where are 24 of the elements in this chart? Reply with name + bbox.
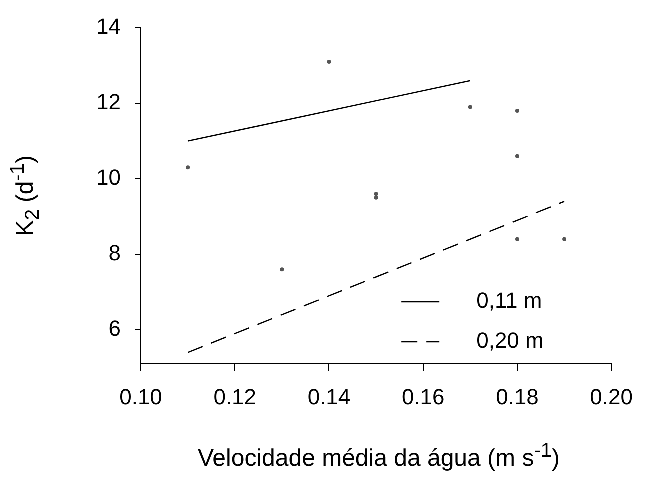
point: [468, 105, 472, 110]
point: [374, 192, 378, 196]
legend-label: 0,11 m: [476, 288, 542, 314]
point: [515, 154, 520, 158]
x-tick-label: 0.14: [308, 384, 351, 410]
point: [186, 166, 190, 170]
x-tick-label: 0.12: [214, 384, 257, 410]
legend-label: 0,20 m: [476, 328, 544, 354]
x-tick-label: 0.18: [496, 384, 539, 410]
x-tick-label: 0.10: [120, 384, 162, 410]
point: [327, 60, 332, 64]
y-tick-label: 12: [96, 90, 121, 115]
point: [280, 268, 284, 272]
x-tick-label: 0.16: [402, 384, 445, 410]
y-tick-label: 8: [108, 240, 121, 266]
y-tick-label: 14: [96, 14, 121, 40]
point: [562, 237, 567, 242]
x-tick-label: 0.20: [590, 384, 634, 410]
x-axis-title: Velocidade média da água (m s$^{-1}$): [196, 440, 561, 473]
y-tick-label: 10: [96, 165, 121, 190]
point: [374, 196, 378, 200]
y-tick-label: 6: [108, 316, 121, 342]
point: [515, 237, 520, 242]
point: [515, 109, 520, 114]
